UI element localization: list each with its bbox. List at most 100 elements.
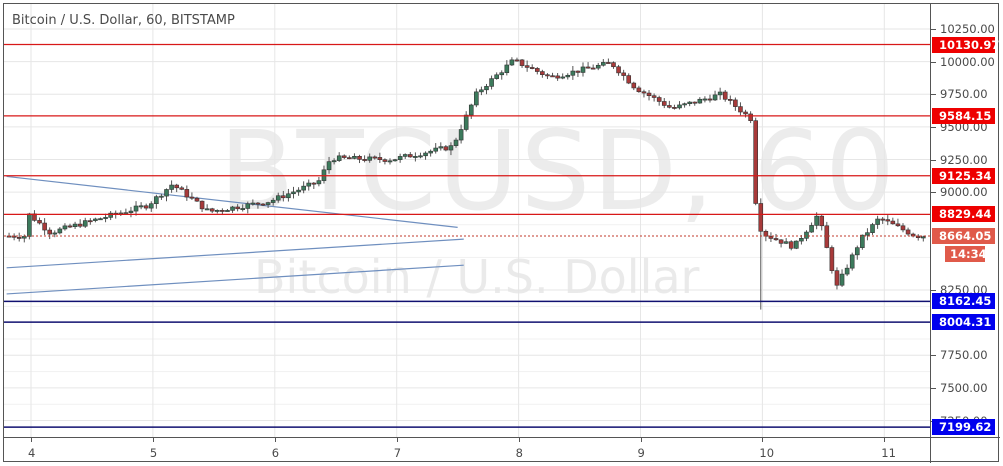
- candle-down: [672, 107, 677, 109]
- candle-up: [82, 220, 88, 227]
- candle-down: [545, 74, 550, 77]
- resistance-price-label: 8829.44: [932, 206, 995, 223]
- candle-up: [860, 234, 865, 248]
- candle-down: [357, 156, 362, 160]
- candle-down: [408, 154, 413, 158]
- candle-up: [275, 195, 281, 201]
- resistance-price-label: 9584.15: [932, 107, 995, 124]
- candle-up: [301, 185, 306, 191]
- candle-up: [154, 196, 159, 205]
- price-tick-label: 7750.00: [940, 348, 988, 363]
- candle-up: [458, 129, 464, 141]
- candle-down: [42, 222, 47, 231]
- candle-up: [794, 240, 799, 249]
- candle-down: [738, 106, 743, 113]
- candle-up: [702, 98, 708, 101]
- candle-down: [626, 75, 632, 84]
- candle-up: [316, 180, 322, 185]
- candle-down: [834, 270, 840, 286]
- candle-up: [494, 74, 499, 79]
- candle-up: [148, 203, 154, 209]
- candle-up: [484, 86, 489, 91]
- time-axis[interactable]: 4 5 6 7 8 9 10 11: [4, 437, 930, 463]
- candle-up: [809, 225, 814, 233]
- time-tick-label: 6: [271, 446, 280, 460]
- candle-down: [514, 59, 520, 62]
- resistance-price-label: 9125.34: [932, 167, 995, 184]
- candle-down: [372, 156, 378, 159]
- candle-down: [905, 229, 911, 235]
- candle-down: [611, 62, 616, 68]
- chart-frame: BTCUSD, 60 Bitcoin / U.S. Dollar Bitcoin…: [3, 3, 1000, 463]
- candle-up: [413, 156, 418, 158]
- candle-up: [326, 161, 332, 171]
- candle-down: [900, 225, 906, 231]
- candle-up: [479, 89, 484, 93]
- candle-down: [16, 237, 22, 239]
- candle-up: [367, 156, 372, 161]
- candle-down: [915, 235, 921, 239]
- price-axis[interactable]: 10250.00 10000.00 9750.00 9500.00 9250.00 900…: [930, 4, 1000, 437]
- candle-down: [67, 225, 73, 228]
- candle-up: [418, 155, 423, 158]
- candle-down: [524, 65, 530, 68]
- trendline: [6, 175, 458, 228]
- price-tick-label: 7500.00: [940, 380, 988, 395]
- candle-up: [270, 199, 276, 203]
- candle-up: [804, 231, 809, 239]
- candle-up: [448, 145, 454, 151]
- candle-up: [489, 78, 494, 87]
- candle-down: [347, 157, 352, 160]
- candle-down: [819, 215, 825, 227]
- candle-down: [199, 200, 205, 210]
- candle-down: [143, 205, 149, 209]
- candle-up: [849, 254, 855, 269]
- time-tick-label: 4: [28, 446, 36, 460]
- candle-down: [758, 203, 764, 232]
- candle-up: [108, 212, 113, 218]
- candle-down: [255, 202, 261, 205]
- candle-up: [423, 152, 428, 157]
- candle-up: [875, 218, 880, 225]
- candle-down: [661, 101, 667, 106]
- candle-down: [184, 189, 190, 198]
- candle-down: [590, 67, 596, 70]
- candle-down: [377, 157, 383, 160]
- candle-down: [550, 75, 555, 78]
- candle-up: [98, 218, 103, 221]
- candle-up: [352, 156, 357, 159]
- time-tick-label: 10: [759, 446, 775, 460]
- price-tick-label: 10250.00: [940, 22, 995, 36]
- candle-down: [748, 113, 753, 121]
- candle-up: [387, 160, 393, 163]
- candle-down: [890, 220, 896, 225]
- candle-down: [636, 87, 642, 93]
- candle-up: [397, 156, 403, 160]
- candle-down: [616, 66, 621, 74]
- candle-down: [641, 91, 647, 94]
- candle-up: [138, 205, 144, 208]
- candle-down: [174, 184, 179, 189]
- candle-up: [712, 94, 718, 101]
- candle-down: [768, 235, 774, 239]
- candle-up: [215, 209, 220, 212]
- candle-down: [341, 155, 347, 158]
- candle-up: [565, 74, 571, 78]
- candle-down: [692, 101, 698, 104]
- candle-down: [621, 72, 626, 76]
- candle-up: [336, 155, 342, 161]
- candle-up: [717, 91, 723, 96]
- candle-down: [260, 203, 266, 206]
- candle-down: [575, 70, 581, 73]
- candle-up: [62, 225, 68, 230]
- candle-down: [743, 111, 748, 115]
- candle-down: [646, 92, 652, 97]
- candle-up: [265, 202, 271, 205]
- candle-down: [189, 196, 195, 199]
- candle-up: [402, 154, 408, 157]
- chart-plot-area[interactable]: BTCUSD, 60 Bitcoin / U.S. Dollar Bitcoin…: [4, 4, 930, 437]
- candle-up: [468, 104, 474, 116]
- candle-down: [727, 99, 733, 101]
- candle-down: [382, 159, 388, 162]
- candle-up: [580, 66, 586, 73]
